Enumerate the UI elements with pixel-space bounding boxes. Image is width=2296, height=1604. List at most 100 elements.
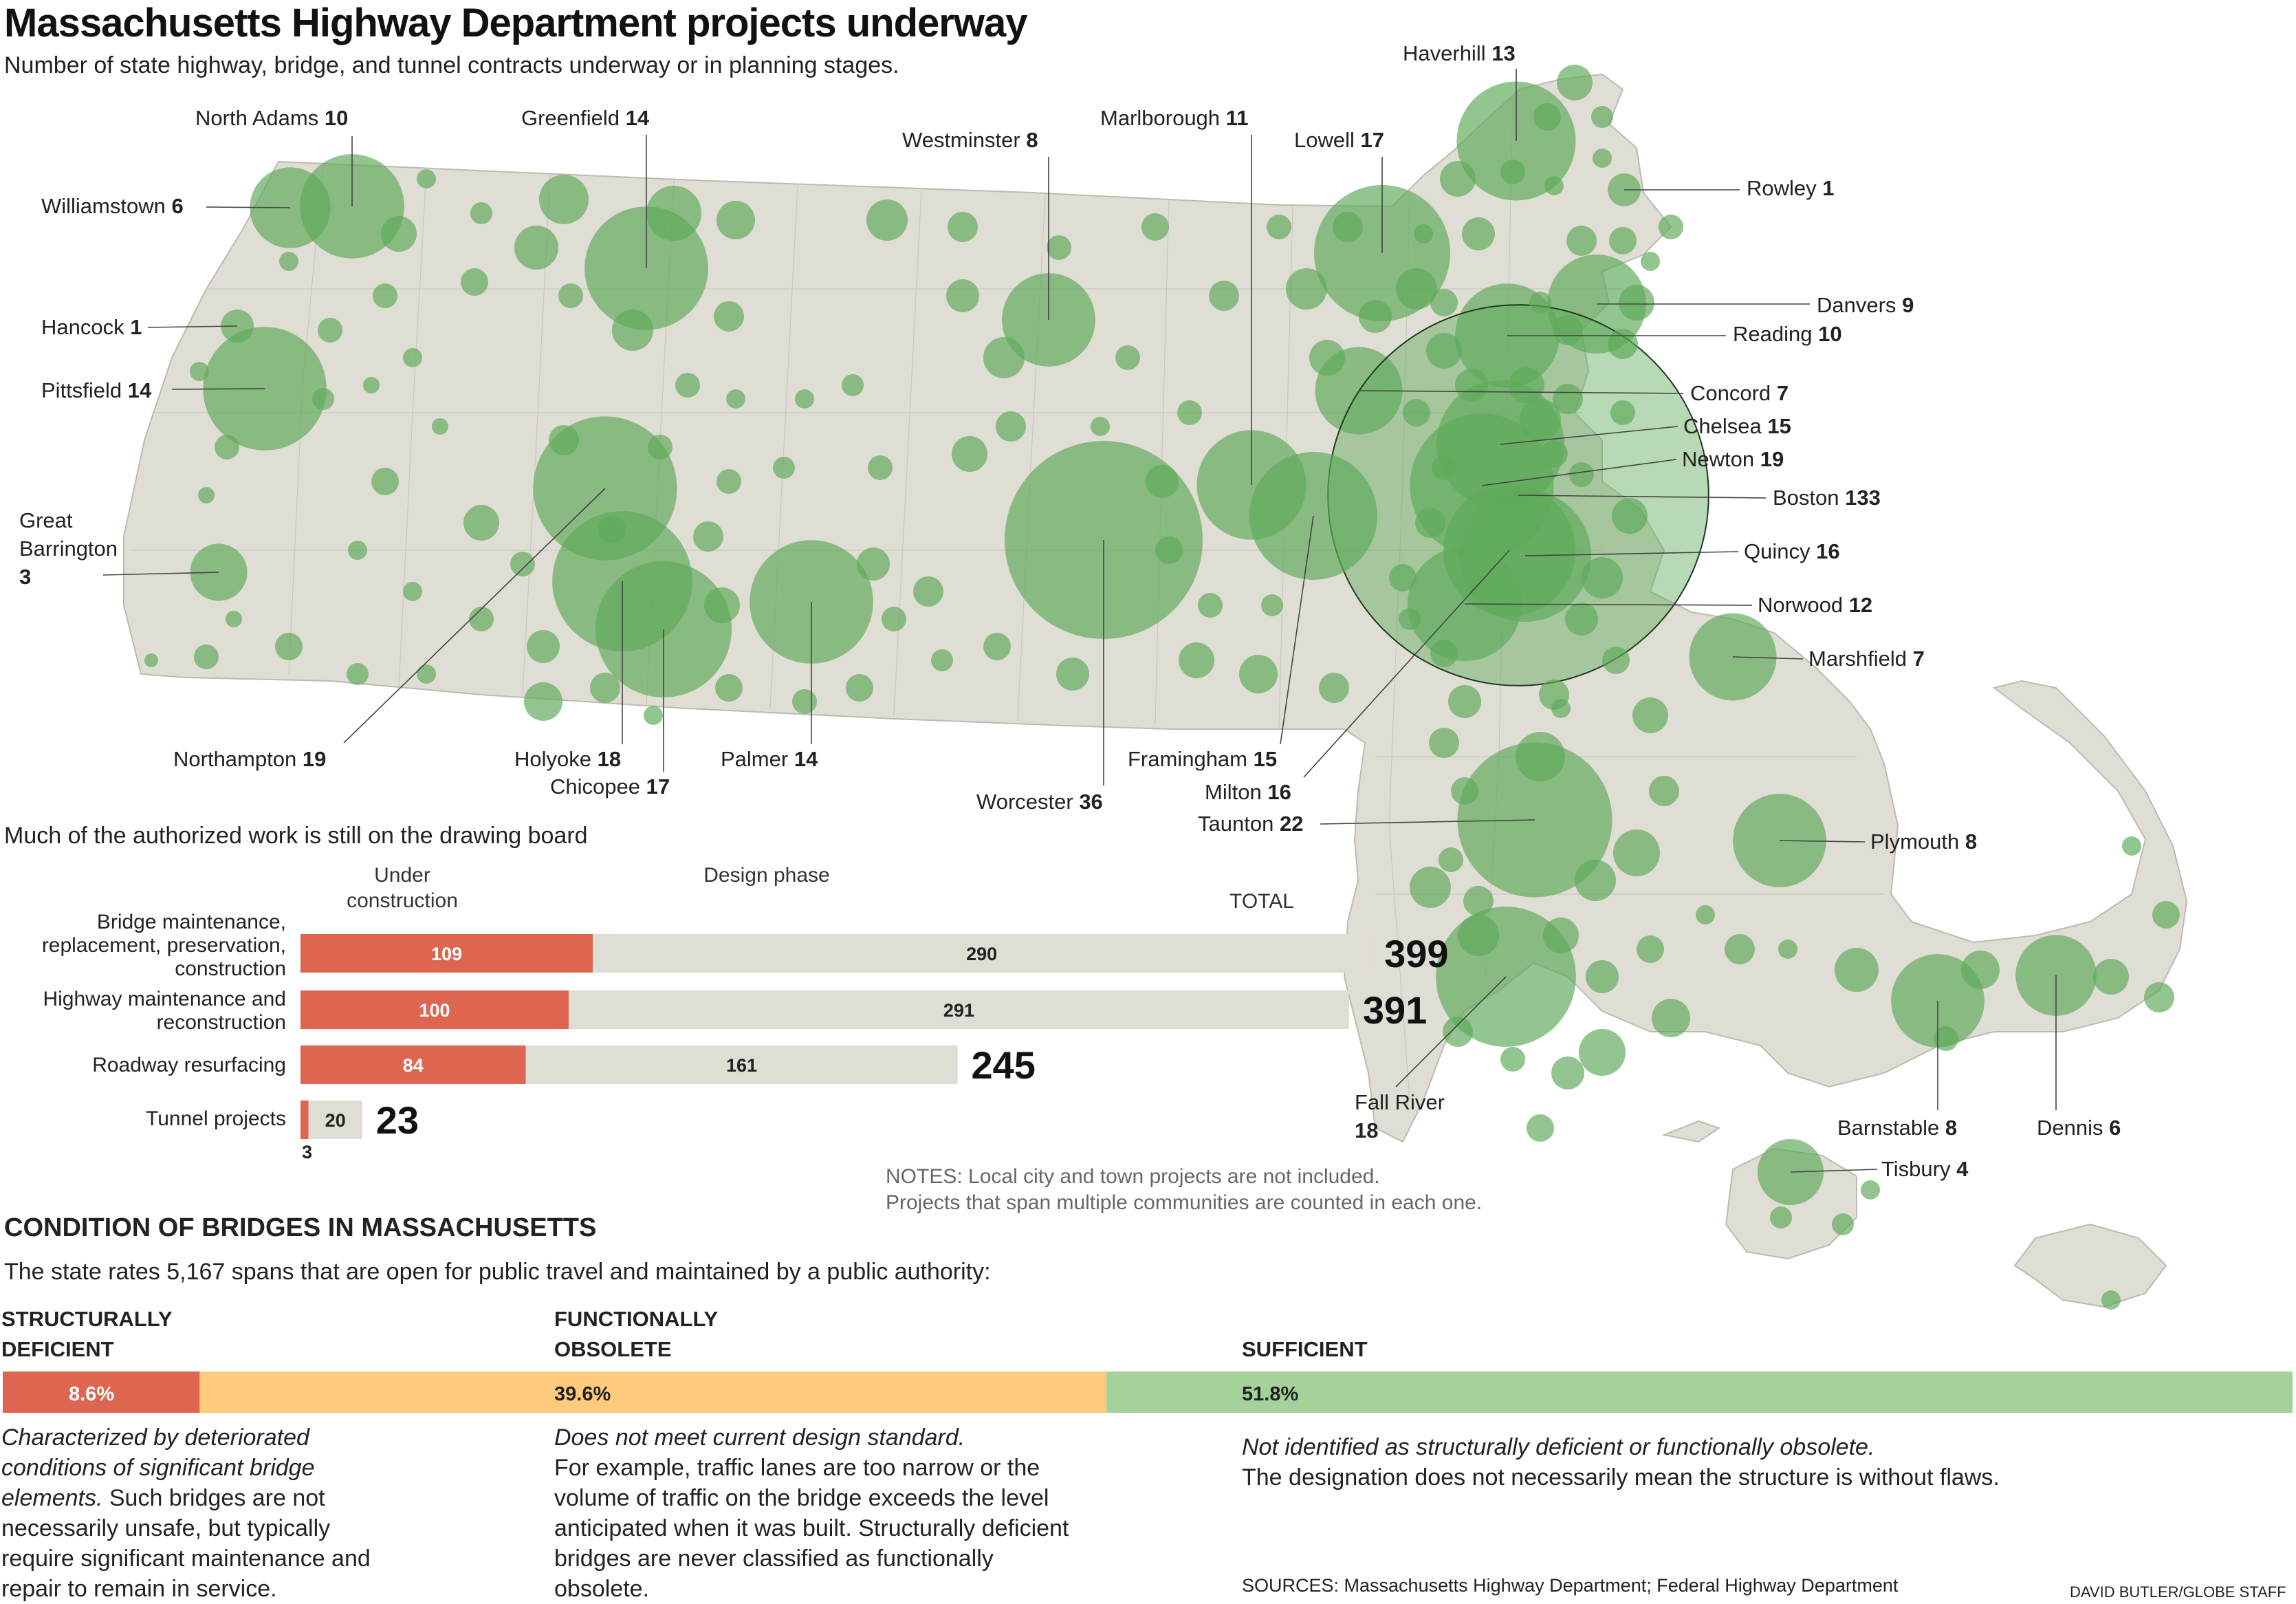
leader-line: [1481, 459, 1677, 486]
town-circle: [983, 337, 1025, 378]
town-circle: [226, 611, 242, 627]
town-circle: [144, 653, 158, 667]
label-northampton: Northampton 19: [173, 747, 327, 771]
town-circle: [1115, 345, 1140, 370]
label-palmer: Palmer 14: [721, 747, 818, 771]
town-circle: [2093, 959, 2129, 995]
label-holyoke: Holyoke 18: [514, 747, 622, 771]
town-circle: [1451, 777, 1478, 805]
label-williamstown: Williamstown 6: [41, 194, 184, 218]
label-pittsfield: Pittsfield 14: [41, 378, 152, 402]
town-circle: [1593, 149, 1612, 168]
value-total: 391: [1363, 988, 1427, 1032]
town-circle: [1209, 281, 1239, 311]
town-circle: [1443, 1017, 1473, 1047]
condition-percent: 8.6%: [69, 1383, 114, 1405]
label-plymouth: Plymouth 8: [1870, 830, 1978, 854]
town-circle: [1591, 106, 1613, 128]
town-circle: [1586, 960, 1619, 993]
value-total: 245: [972, 1043, 1036, 1087]
town-circle: [1602, 647, 1630, 674]
desc-functionally-obsolete: Does not meet current design standard. Fo…: [554, 1424, 1069, 1602]
town-circle: [1458, 915, 1499, 956]
town-circle: [190, 362, 209, 381]
town-circle: [312, 388, 334, 410]
town-circle: [1696, 905, 1715, 924]
town-circle: [432, 418, 448, 435]
value-design-phase: 20: [325, 1110, 346, 1131]
town-circle: [1309, 340, 1345, 376]
town-circle: [1047, 235, 1071, 260]
label-fall-river: Fall River 18: [1355, 1090, 1445, 1142]
town-circle: [1540, 440, 1568, 468]
town-circle: [1414, 224, 1433, 243]
town-circle: [1415, 508, 1445, 538]
page-subtitle: Number of state highway, bridge, and tun…: [4, 52, 899, 78]
town-circle: [1389, 564, 1417, 592]
label-danvers: Danvers 9: [1817, 293, 1914, 317]
town-circle: [2122, 836, 2141, 856]
label-north-adams: North Adams 10: [195, 106, 349, 130]
condition-segment: [1106, 1372, 2293, 1413]
value-total: 23: [376, 1098, 419, 1142]
leader-line: [1280, 515, 1314, 745]
label-marlborough: Marlborough 11: [1100, 106, 1249, 130]
town-circle: [1500, 160, 1525, 184]
bar-design-phase: [593, 934, 1371, 973]
town-circle: [1410, 867, 1451, 908]
town-circle: [1551, 699, 1571, 718]
town-circle: [1155, 537, 1183, 564]
town-circle: [1399, 608, 1421, 630]
col-total: TOTAL: [1229, 890, 1294, 913]
town-circle: [1448, 685, 1481, 718]
town-circle: [715, 674, 743, 702]
town-circle: [1641, 252, 1660, 271]
town-circle: [1770, 1206, 1792, 1228]
label-worcester: Worcester 36: [976, 790, 1103, 814]
row-label-highway: Highway maintenance and reconstruction: [43, 988, 286, 1034]
label-norwood: Norwood 12: [1758, 593, 1873, 617]
value-under-construction: 3: [302, 1142, 312, 1162]
town-circle: [194, 644, 219, 669]
town-circle: [1575, 860, 1616, 901]
town-circle: [417, 664, 436, 684]
town-circle: [714, 301, 744, 332]
town-circle: [347, 663, 369, 685]
town-circle: [1527, 1114, 1554, 1142]
label-chelsea: Chelsea 15: [1683, 414, 1791, 438]
label-taunton: Taunton 22: [1198, 812, 1304, 836]
town-circle: [403, 582, 422, 601]
town-circle: [948, 212, 978, 242]
town-circle: [1403, 399, 1430, 426]
label-boston: Boston 133: [1773, 486, 1881, 510]
condition-segment: [199, 1372, 1107, 1413]
town-circle: [1426, 333, 1462, 369]
leader-line: [206, 206, 291, 208]
town-circle: [1544, 176, 1564, 195]
town-circle: [348, 541, 367, 560]
condition-percent: 51.8%: [1242, 1383, 1298, 1405]
town-circle: [857, 548, 890, 581]
town-circle: [717, 201, 755, 239]
town-circle: [1141, 213, 1169, 241]
note-line-1: NOTES: Local city and town projects are …: [886, 1165, 1380, 1188]
town-circle: [1632, 697, 1668, 733]
col-under-construction: Under construction: [347, 864, 458, 912]
town-circle: [527, 630, 560, 663]
elizabeth-islands: [1661, 1120, 1721, 1143]
town-circle: [646, 186, 701, 241]
leader-line: [1500, 426, 1679, 445]
leader-line: [1790, 1169, 1878, 1173]
leader-line: [1779, 840, 1866, 843]
leader-line: [1524, 551, 1739, 556]
town-circle: [1553, 315, 1583, 345]
leader-line: [1464, 603, 1753, 606]
town-circle: [1267, 215, 1291, 239]
town-circle: [1961, 951, 2000, 989]
town-circle: [598, 516, 626, 543]
town-circle: [510, 552, 535, 576]
town-circle: [363, 377, 380, 393]
town-circle: [1934, 1026, 1958, 1051]
town-circle: [717, 469, 741, 494]
